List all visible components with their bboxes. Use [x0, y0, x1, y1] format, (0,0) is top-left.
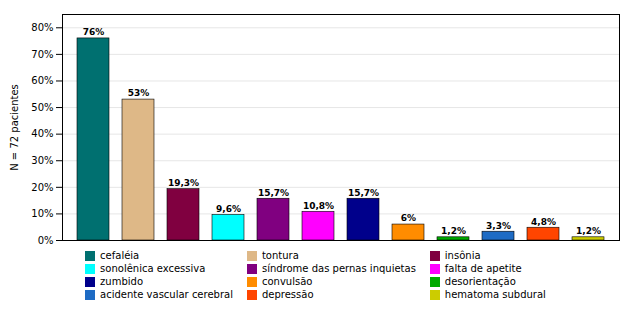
svg-text:3,3%: 3,3%	[486, 221, 511, 231]
svg-text:19,3%: 19,3%	[168, 178, 199, 188]
svg-text:10,8%: 10,8%	[303, 201, 334, 211]
svg-text:50%: 50%	[31, 102, 53, 113]
svg-text:N = 72 pacientes: N = 72 pacientes	[9, 84, 20, 171]
svg-text:40%: 40%	[31, 128, 53, 139]
svg-text:60%: 60%	[31, 75, 53, 86]
svg-text:20%: 20%	[31, 182, 53, 193]
html-text:zumbido: zumbido	[100, 276, 143, 287]
svg-text:1,2%: 1,2%	[441, 226, 466, 236]
svg-text:4,8%: 4,8%	[531, 217, 556, 227]
html-text:depressão: depressão	[261, 289, 314, 300]
html-text:hematoma subdural: hematoma subdural	[444, 289, 546, 300]
svg-text:80%: 80%	[31, 22, 53, 33]
svg-text:1,2%: 1,2%	[576, 226, 601, 236]
svg-text:53%: 53%	[128, 88, 150, 98]
html-text:cefaléia: cefaléia	[100, 250, 140, 261]
svg-text:30%: 30%	[31, 155, 53, 166]
html-text:acidente vascular cerebral: acidente vascular cerebral	[100, 289, 233, 300]
svg-text:15,7%: 15,7%	[258, 188, 289, 198]
html-text:convulsão: convulsão	[261, 276, 313, 287]
html-text:insônia: insônia	[444, 250, 481, 261]
html-text:desorientação: desorientação	[444, 276, 516, 287]
svg-text:76%: 76%	[83, 27, 105, 37]
svg-text:9,6%: 9,6%	[216, 204, 241, 214]
svg-text:6%: 6%	[401, 213, 416, 223]
html-text:tontura: tontura	[261, 250, 299, 261]
html-text:falta de apetite: falta de apetite	[444, 263, 522, 274]
svg-text:70%: 70%	[31, 49, 53, 60]
svg-text:0%: 0%	[38, 235, 54, 246]
html-text:sonolênica excessiva: sonolênica excessiva	[100, 263, 206, 274]
svg-text:10%: 10%	[31, 208, 53, 219]
html-text:síndrome das pernas inquietas: síndrome das pernas inquietas	[261, 263, 416, 274]
svg-text:15,7%: 15,7%	[348, 188, 379, 198]
